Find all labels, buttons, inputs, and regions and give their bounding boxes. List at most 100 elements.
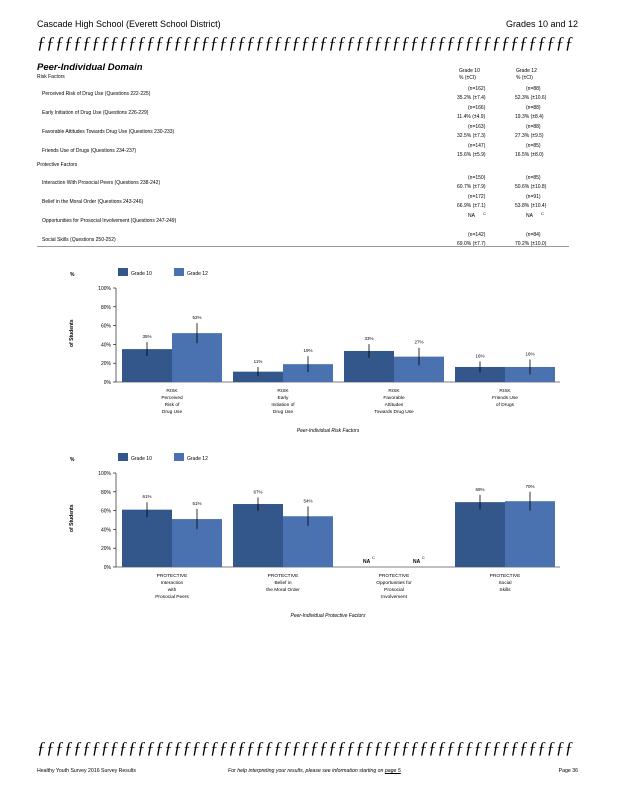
grade12-col-header: Grade 12: [516, 68, 537, 74]
legend-swatch-grade10: [118, 268, 128, 276]
percent-label: %: [70, 457, 75, 463]
domain-title: Peer-Individual Domain: [37, 62, 143, 73]
grade10-value: 11.4% (±4.9): [457, 114, 486, 120]
factor-label: Perceived Risk of Drug Use (Questions 22…: [42, 91, 151, 97]
category-label: Perceived: [161, 395, 183, 401]
grade12-value: 50.6% (±10.8): [515, 184, 547, 190]
category-label: Friends Use: [492, 395, 518, 401]
chart-caption: Peer-Individual Risk Factors: [297, 428, 360, 434]
y-tick-label: 60%: [101, 509, 112, 515]
y-axis-label: of Students: [69, 504, 75, 532]
category-label: the Moral Order: [266, 587, 300, 593]
category-label: Drug Use: [162, 409, 183, 415]
grade10-sample-size: (n=147): [468, 143, 486, 149]
grade10-sample-size: (n=150): [468, 175, 486, 181]
help-page-link[interactable]: page 5: [384, 768, 401, 774]
factor-label: Favorable Attitudes Towards Drug Use (Qu…: [42, 129, 175, 135]
grade12-sample-size: (n=88): [526, 124, 541, 130]
grade12-na-note: C: [541, 211, 544, 216]
grade12-value: 16.5% (±8.0): [515, 152, 544, 158]
na-label: NA: [363, 559, 371, 565]
category-label: Initiation of: [271, 402, 295, 408]
grade12-sample-size: (n=91): [526, 194, 541, 200]
grade10-sample-size: (n=162): [468, 86, 486, 92]
legend-label-grade10: Grade 10: [131, 271, 152, 277]
y-axis-label: of Students: [69, 319, 75, 347]
help-text: For help interpreting your results, plea…: [228, 768, 401, 774]
y-tick-label: 80%: [101, 305, 112, 311]
grade10-sample-size: NA: [468, 213, 475, 219]
bar-grade12: [283, 364, 333, 382]
category-label: Skills: [499, 587, 511, 593]
grade10-value: 32.5% (±7.3): [457, 133, 486, 139]
grade10-col-header: Grade 10: [459, 68, 480, 74]
grade10-value: 69.0% (±7.7): [457, 241, 486, 247]
factor-label: Social Skills (Questions 250-252): [42, 237, 116, 243]
legend-swatch-grade12: [174, 453, 184, 461]
factor-label: Opportunities for Prosocial Involvement …: [42, 218, 177, 224]
data-label: 11%: [254, 359, 263, 364]
data-label: 70%: [525, 484, 534, 489]
data-label: 33%: [364, 336, 373, 341]
table-divider: [37, 246, 569, 247]
category-label: RISK: [388, 388, 400, 394]
data-label: 52%: [192, 315, 201, 320]
grade12-pct-header: % (±CI): [516, 75, 533, 81]
category-label: Prosocial: [384, 587, 404, 593]
grade10-value: 60.7% (±7.9): [457, 184, 486, 190]
bar-grade12: [505, 501, 555, 567]
grade12-sample-size: (n=88): [526, 105, 541, 111]
risk-factors-label: Risk Factors: [37, 74, 65, 80]
grade10-sample-size: (n=166): [468, 105, 486, 111]
y-tick-label: 20%: [101, 361, 112, 367]
school-name: Cascade High School (Everett School Dist…: [37, 19, 221, 29]
category-label: Risk of: [165, 402, 180, 408]
category-label: RISK: [166, 388, 178, 394]
y-tick-label: 80%: [101, 490, 112, 496]
category-label: Involvement: [381, 594, 408, 600]
risk-factors-chart: % Grade 10 Grade 12 of Students 100% 80% 60% 40…: [69, 268, 560, 434]
category-label: Belief in: [274, 580, 291, 586]
y-tick-label: 20%: [101, 546, 112, 552]
na-label: NA: [413, 559, 421, 565]
category-label: Prosocial Peers: [155, 594, 189, 600]
grade12-value: 53.8% (±10.4): [515, 203, 547, 209]
grade12-value: 52.3% (±10.6): [515, 95, 547, 101]
factor-label: Interaction With Prosocial Peers (Questi…: [42, 180, 161, 186]
category-label: Towards Drug Use: [374, 409, 414, 415]
chart-caption: Peer-Individual Protective Factors: [291, 613, 366, 619]
data-label: 16%: [525, 351, 534, 356]
bar-grade10: [455, 502, 505, 567]
bar-grade10: [233, 371, 283, 382]
na-note-marker: C: [422, 556, 425, 560]
category-label: Early: [278, 395, 290, 401]
help-text-body: For help interpreting your results, plea…: [228, 768, 384, 774]
grade12-sample-size: (n=84): [526, 232, 541, 238]
category-label: Favorable: [383, 395, 405, 401]
header-divider: ƒƒƒƒƒƒƒƒƒƒƒƒƒƒƒƒƒƒƒƒƒƒƒƒƒƒƒƒƒƒƒƒƒƒƒƒƒƒƒƒ…: [37, 33, 574, 52]
data-label: 27%: [414, 340, 423, 345]
grade10-sample-size: (n=142): [468, 232, 486, 238]
data-label: 69%: [475, 487, 484, 492]
data-label: 19%: [303, 348, 312, 353]
data-label: 35%: [142, 334, 151, 339]
category-label: with: [168, 587, 177, 593]
na-note-marker: C: [372, 556, 375, 560]
data-label: 51%: [192, 501, 201, 506]
category-label: Interaction: [161, 580, 184, 586]
page-number: Page 36: [558, 768, 578, 774]
y-tick-label: 0%: [104, 565, 112, 571]
legend-swatch-grade10: [118, 453, 128, 461]
bar-grade10: [233, 504, 283, 567]
protective-factors-chart: % Grade 10 Grade 12 of Students 100% 80% 60% 40…: [69, 453, 560, 619]
factor-label: Friends Use of Drugs (Questions 234-237): [42, 148, 137, 154]
legend-label-grade12: Grade 12: [187, 271, 208, 277]
data-label: 61%: [142, 494, 151, 499]
grade12-sample-size: NA: [526, 213, 533, 219]
y-tick-label: 40%: [101, 342, 112, 348]
legend-swatch-grade12: [174, 268, 184, 276]
grade12-sample-size: (n=88): [526, 86, 541, 92]
grade10-value: 66.9% (±7.1): [457, 203, 486, 209]
category-label: Social: [498, 580, 511, 586]
category-label: PROTECTIVE: [157, 573, 188, 579]
